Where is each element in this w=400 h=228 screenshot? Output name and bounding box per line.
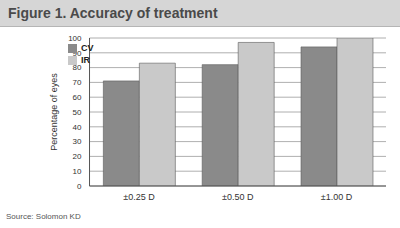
html-text:IR: IR bbox=[81, 55, 90, 65]
svg-text:100: 100 bbox=[68, 34, 82, 43]
svg-text:20: 20 bbox=[73, 152, 82, 161]
svg-text:60: 60 bbox=[73, 93, 82, 102]
svg-text:50: 50 bbox=[73, 108, 82, 117]
svg-text:40: 40 bbox=[73, 123, 82, 132]
svg-text:70: 70 bbox=[73, 78, 82, 87]
svg-text:10: 10 bbox=[73, 167, 82, 176]
html-text:CV: CV bbox=[81, 43, 94, 53]
svg-text:±1.00 D: ±1.00 D bbox=[321, 192, 353, 202]
svg-text:Percentage of eyes: Percentage of eyes bbox=[49, 73, 59, 151]
html-text:Source: Solomon KD: Source: Solomon KD bbox=[6, 212, 81, 221]
svg-text:30: 30 bbox=[73, 137, 82, 146]
html-text:Figure 1. Accuracy of treatmen: Figure 1. Accuracy of treatment bbox=[8, 5, 218, 21]
svg-text:90: 90 bbox=[73, 49, 82, 58]
svg-text:80: 80 bbox=[73, 63, 82, 72]
svg-text:±0.25 D: ±0.25 D bbox=[123, 192, 155, 202]
svg-text:±0.50 D: ±0.50 D bbox=[222, 192, 254, 202]
svg-text:0: 0 bbox=[77, 182, 82, 191]
